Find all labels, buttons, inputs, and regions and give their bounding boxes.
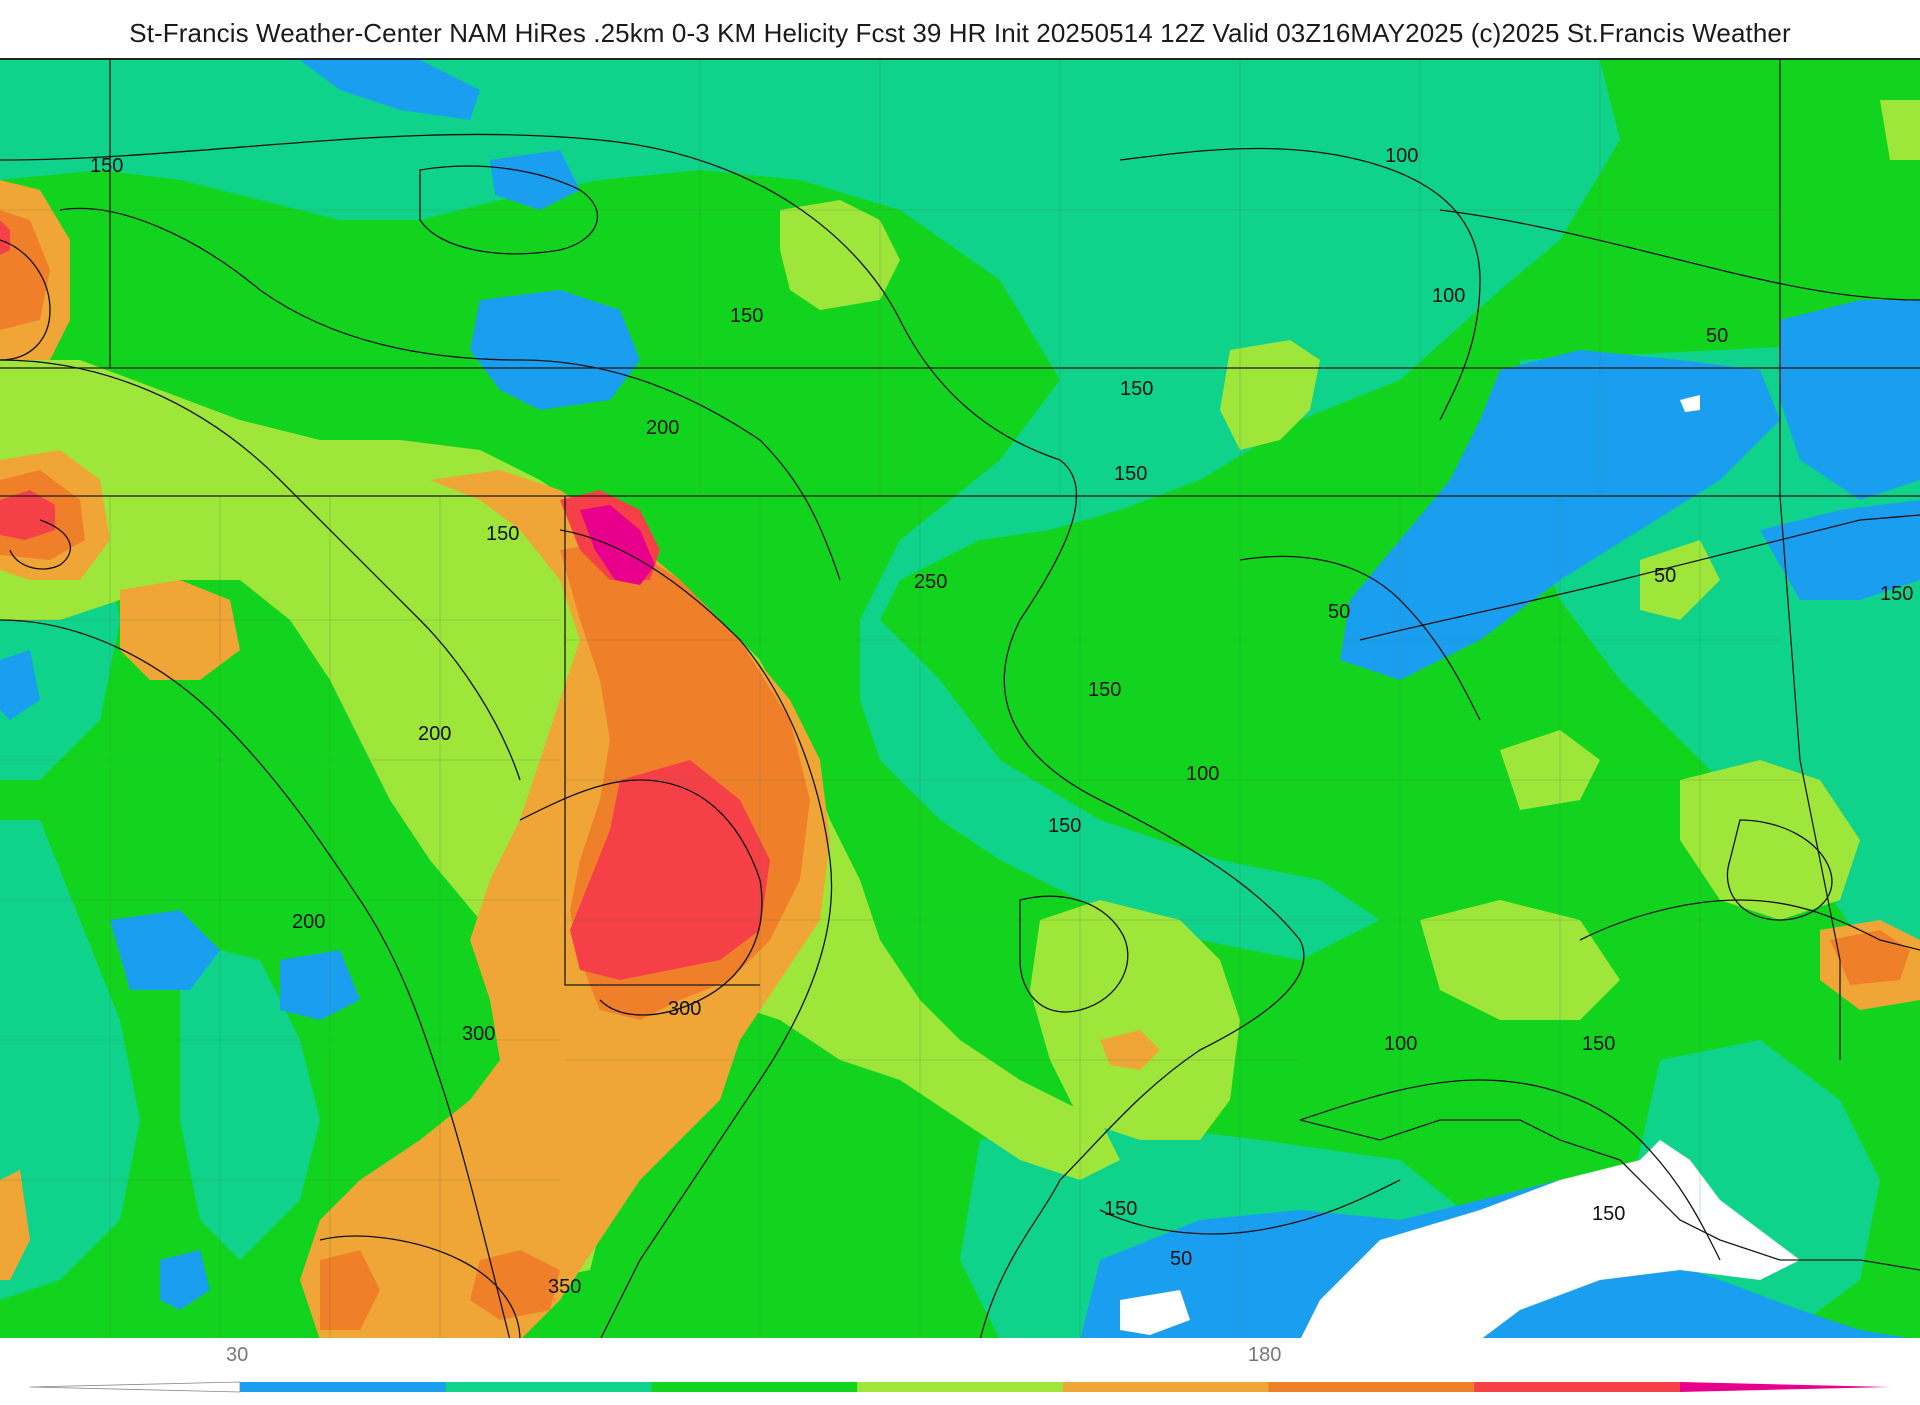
colorbar (0, 1338, 1920, 1400)
colorbar-svg (29, 1381, 1890, 1393)
contour-label: 150 (730, 305, 763, 327)
contour-label: 100 (1385, 145, 1418, 167)
contour-label: 300 (462, 1023, 495, 1045)
colorbar-bins (240, 1382, 1681, 1392)
contour-labels: 150 150 200 150 150 200 200 300 300 350 … (90, 145, 1913, 1298)
map-title: St-Francis Weather-Center NAM HiRes .25k… (129, 18, 1791, 48)
magenta-field (580, 505, 655, 585)
contour-label: 150 (1114, 463, 1147, 485)
state-borders (0, 60, 1920, 1271)
contour-label: 150 (486, 523, 519, 545)
contour-label: 50 (1654, 565, 1676, 587)
colorbar-low-arrow (29, 1381, 241, 1393)
contour-label: 200 (292, 911, 325, 933)
contour-label: 250 (914, 571, 947, 593)
contour-label: 100 (1432, 285, 1465, 307)
contour-label: 150 (1088, 679, 1121, 701)
colorbar-tick-low: 30 (226, 1344, 249, 1366)
contour-label: 50 (1706, 325, 1728, 347)
colorbar-bin (857, 1382, 1064, 1392)
colorbar-bin (445, 1382, 652, 1392)
map-background (0, 60, 1920, 1340)
map-canvas: 150 150 200 150 150 200 200 300 300 350 … (0, 60, 1920, 1340)
contour-label: 350 (548, 1276, 581, 1298)
contour-label: 100 (1186, 763, 1219, 785)
helicity-contours (0, 133, 1920, 1340)
contour-label: 50 (1170, 1248, 1192, 1270)
contour-label: 200 (418, 723, 451, 745)
contour-label: 50 (1328, 601, 1350, 623)
colorbar-bin (1062, 1382, 1270, 1392)
colorbar-high-arrow (1680, 1382, 1890, 1392)
contour-label: 200 (646, 417, 679, 439)
county-borders (0, 60, 1820, 1340)
contour-label: 150 (1104, 1198, 1137, 1220)
colorbar-bin (1268, 1382, 1475, 1392)
contour-label: 150 (1120, 378, 1153, 400)
contour-label: 150 (1880, 583, 1913, 605)
header: St-Francis Weather-Center NAM HiRes .25k… (0, 0, 1920, 58)
contour-label: 150 (1582, 1033, 1615, 1055)
colorbar-bin (1474, 1382, 1681, 1392)
contour-label: 150 (1048, 815, 1081, 837)
colorbar-tick-mid: 180 (1248, 1344, 1282, 1366)
helicity-map: 150 150 200 150 150 200 200 300 300 350 … (0, 58, 1920, 1342)
colorbar-bin (651, 1382, 858, 1392)
contour-label: 100 (1384, 1033, 1417, 1055)
contour-label: 150 (1592, 1203, 1625, 1225)
contour-label: 150 (90, 155, 123, 177)
contour-label: 300 (668, 998, 701, 1020)
colorbar-bin (240, 1382, 447, 1392)
white-field (1120, 395, 1800, 1340)
